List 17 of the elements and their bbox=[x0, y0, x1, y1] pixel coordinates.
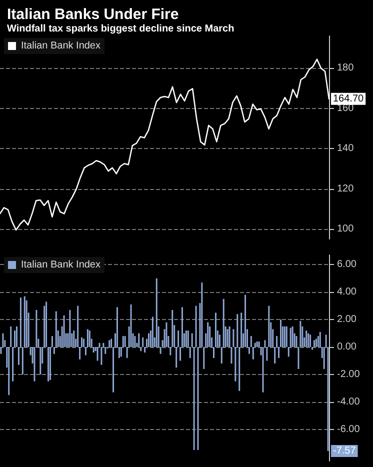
y-tick-label: 100 bbox=[337, 223, 354, 234]
chart-subtitle: Windfall tax sparks biggest decline since March bbox=[7, 24, 234, 34]
y-tick-label: 2.00 bbox=[337, 314, 357, 326]
annotation: -7.57 bbox=[333, 445, 356, 456]
chart-title: Italian Banks Under Fire bbox=[7, 6, 179, 23]
y-tick-label: 120 bbox=[337, 183, 354, 194]
y-tick-label: 180 bbox=[337, 62, 354, 74]
annotation: 164.70 bbox=[333, 93, 364, 104]
y-tick-label: 0.00 bbox=[337, 342, 357, 353]
y-tick-label: 6.00 bbox=[337, 259, 357, 270]
legend-label: Italian Bank Index bbox=[21, 40, 100, 52]
y-tick-label: -6.00 bbox=[337, 424, 360, 435]
legend-label: Italian Bank Index bbox=[21, 260, 100, 270]
y-tick-label: -2.00 bbox=[337, 368, 360, 380]
y-tick-label: -4.00 bbox=[337, 396, 360, 408]
y-tick-label: 4.00 bbox=[337, 286, 357, 298]
y-tick-label: 140 bbox=[337, 143, 354, 154]
